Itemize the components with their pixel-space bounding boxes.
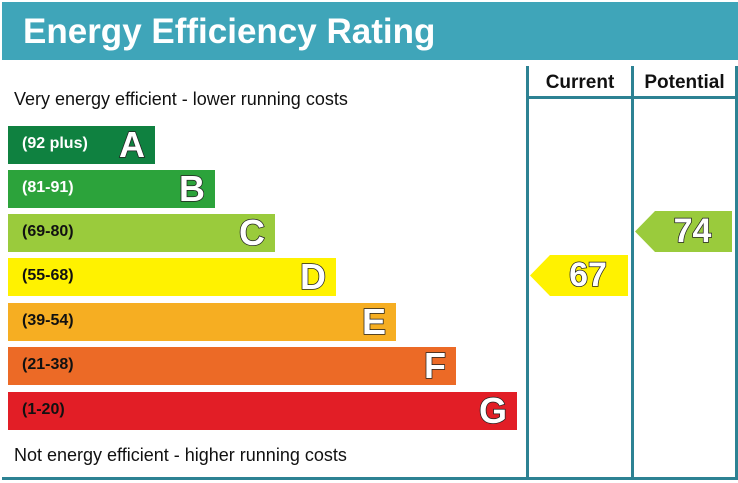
divider [735, 66, 738, 480]
chart-frame [2, 66, 736, 480]
potential-rating-value: 74 [673, 211, 712, 251]
band-range: (81-91) [22, 179, 74, 196]
current-rating-arrow: 67 [530, 255, 628, 296]
band-letter: A [118, 124, 146, 165]
band-letter: C [238, 212, 266, 253]
band-d: (55-68) D [8, 256, 336, 297]
column-header-potential: Potential [644, 72, 725, 93]
band-range: (69-80) [22, 223, 74, 240]
band-f: (21-38) F [8, 345, 456, 386]
band-letter: F [423, 345, 447, 386]
header-banner: Energy Efficiency Rating [2, 2, 738, 60]
bottom-note: Not energy efficient - higher running co… [14, 445, 347, 465]
band-letter: B [178, 168, 206, 209]
band-a: (92 plus) A [8, 124, 155, 165]
band-b: (81-91) B [8, 168, 215, 209]
chart-title: Energy Efficiency Rating [23, 12, 436, 51]
band-letter: E [361, 301, 387, 342]
band-range: (1-20) [22, 401, 65, 418]
divider [526, 66, 529, 480]
band-g: (1-20) G [8, 390, 517, 431]
band-c: (69-80) C [8, 212, 275, 253]
current-rating-value: 67 [568, 255, 607, 295]
divider [631, 66, 634, 480]
top-note: Very energy efficient - lower running co… [14, 89, 348, 109]
band-range: (21-38) [22, 356, 74, 373]
band-letter: D [299, 256, 327, 297]
column-header-current: Current [545, 72, 615, 93]
band-range: (55-68) [22, 267, 74, 284]
band-range: (92 plus) [22, 135, 88, 152]
divider [526, 96, 738, 99]
potential-rating-arrow: 74 [635, 211, 732, 252]
band-letter: G [478, 390, 508, 431]
band-range: (39-54) [22, 312, 74, 329]
arrow-shape [530, 255, 628, 296]
arrow-shape [635, 211, 732, 252]
band-e: (39-54) E [8, 301, 396, 342]
